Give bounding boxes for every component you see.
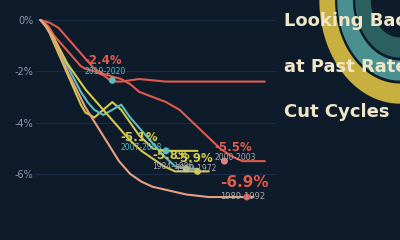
Text: 2000-2003: 2000-2003 bbox=[214, 153, 256, 162]
Text: 2019-2020: 2019-2020 bbox=[84, 67, 126, 76]
Text: 1989-1992: 1989-1992 bbox=[220, 192, 265, 201]
Point bbox=[244, 195, 250, 199]
Text: -5.5%: -5.5% bbox=[214, 141, 252, 154]
Polygon shape bbox=[319, 0, 400, 104]
Text: -2.4%: -2.4% bbox=[84, 54, 122, 67]
Polygon shape bbox=[355, 0, 400, 58]
Point bbox=[194, 169, 201, 173]
Text: Looking Back: Looking Back bbox=[284, 12, 400, 30]
Polygon shape bbox=[337, 0, 400, 81]
Point bbox=[109, 78, 116, 82]
Text: 1984-1986: 1984-1986 bbox=[153, 162, 194, 171]
Text: -5.1%: -5.1% bbox=[120, 131, 158, 144]
Text: -6.9%: -6.9% bbox=[220, 175, 268, 190]
Text: -5.8%: -5.8% bbox=[153, 150, 190, 162]
Point bbox=[183, 167, 190, 171]
Text: 2007-2008: 2007-2008 bbox=[120, 143, 162, 152]
Text: Cut Cycles: Cut Cycles bbox=[284, 103, 390, 121]
Text: at Past Rate: at Past Rate bbox=[284, 58, 400, 76]
Point bbox=[163, 149, 169, 153]
Text: 1969-1972: 1969-1972 bbox=[175, 164, 216, 174]
Text: -5.9%: -5.9% bbox=[175, 152, 213, 165]
Point bbox=[221, 159, 228, 163]
